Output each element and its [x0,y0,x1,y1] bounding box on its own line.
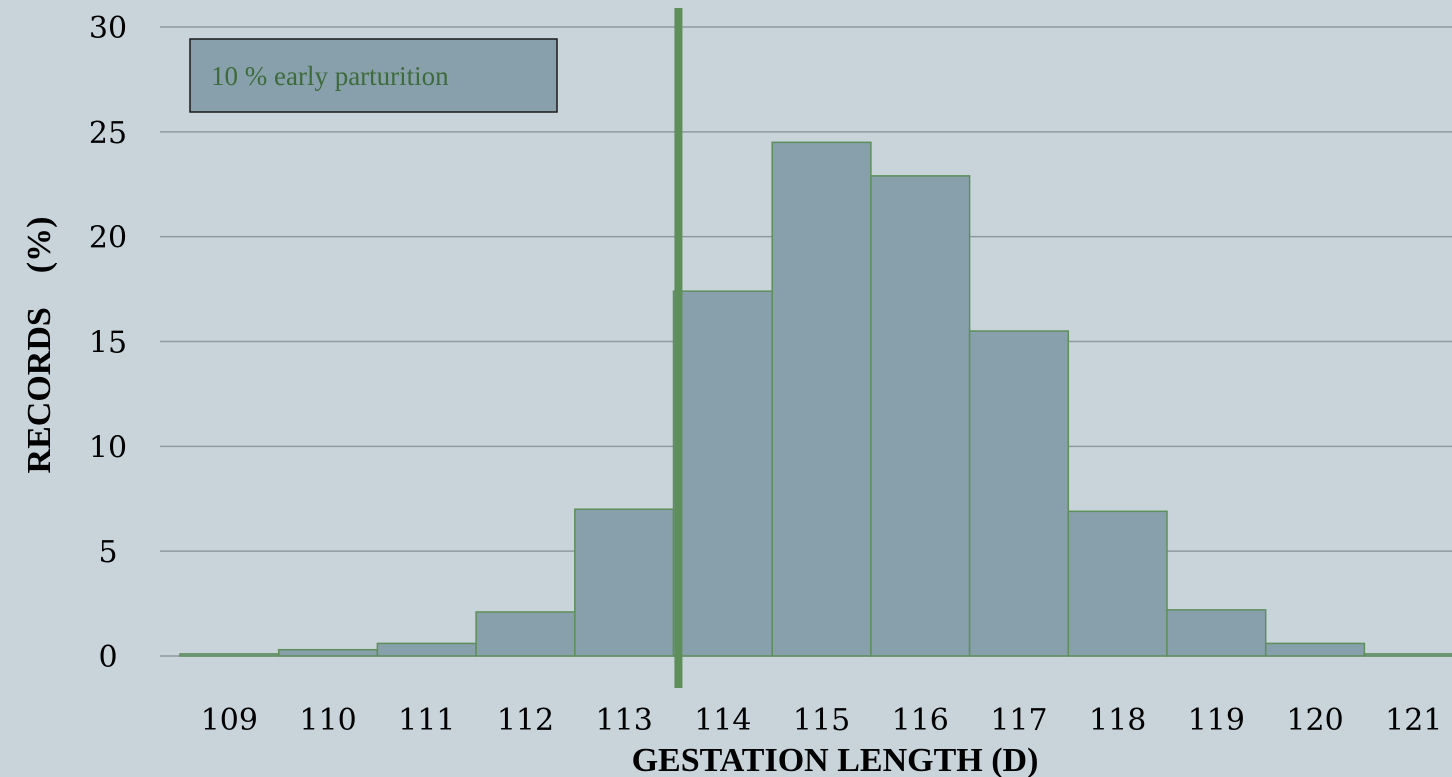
x-tick-label: 117 [990,703,1047,738]
y-tick-label: 25 [89,116,127,151]
y-tick-label: 5 [98,535,117,570]
x-tick-label: 113 [596,703,653,738]
bar-119 [1166,609,1267,657]
x-tick-label: 114 [694,703,751,738]
x-tick-label: 118 [1089,703,1146,738]
x-tick-label: 109 [201,703,258,738]
bar-110 [277,648,379,657]
bar-117 [968,330,1070,657]
y-tick-label: 0 [98,640,117,675]
x-tick-label: 116 [892,703,949,738]
bar-118 [1067,510,1168,657]
x-tick-label: 111 [398,703,455,738]
x-tick-label: 112 [497,703,554,738]
x-tick-label: 121 [1385,703,1442,738]
bar-109 [179,653,280,657]
annotation-box: 10 % early parturition [189,38,558,113]
x-axis-title: GESTATION LENGTH (D) [632,742,1039,777]
y-tick-labels: 0 5 10 15 20 25 30 [89,11,127,675]
annotation-text: 10 % early parturition [211,61,449,91]
bar-115 [771,141,872,657]
y-axis-title: RECORDS (%) [21,217,58,474]
x-tick-label: 115 [793,703,850,738]
bar-120 [1264,642,1366,657]
y-tick-label: 30 [89,11,127,46]
bar-114 [672,290,773,657]
x-tick-label: 119 [1188,703,1245,738]
bar-111 [376,642,477,657]
bar-113 [574,508,675,657]
x-tick-label: 110 [299,703,356,738]
y-tick-label: 20 [89,221,127,256]
bars [179,141,1452,657]
x-tick-label: 120 [1286,703,1343,738]
annotation-frame [189,38,558,113]
bar-112 [475,611,576,657]
x-tick-labels: 109 110 111 112 113 114 115 116 117 118 119 120 121 [201,703,1443,738]
y-tick-label: 10 [89,430,127,465]
y-tick-label: 15 [89,326,127,361]
bar-116 [870,175,971,657]
bar-121 [1363,653,1452,657]
